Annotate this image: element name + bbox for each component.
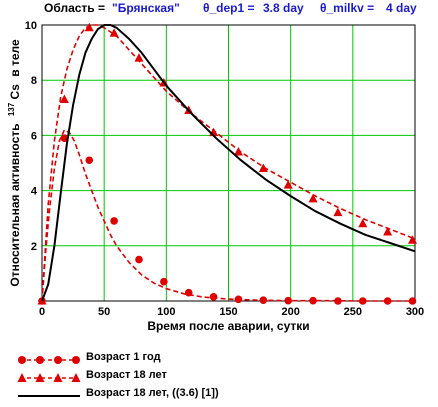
chart-plot: 0 50 100 150 200 250 300 2 4 6 8 10 Время после ава… <box>3 20 424 333</box>
legend-symbol-triangle-dashed <box>17 373 81 382</box>
series-point-circle <box>209 293 218 301</box>
series-point-triangle <box>59 94 69 104</box>
series-point-triangle <box>358 218 368 228</box>
x-tick-label: 300 <box>406 306 424 318</box>
series-line-2 <box>41 24 416 302</box>
plot-frame <box>41 24 416 302</box>
dep-value: 3.8 day <box>263 1 304 15</box>
tick-labels: 0 50 100 150 200 250 300 2 4 6 8 10 <box>25 20 424 318</box>
series-layer <box>37 22 418 305</box>
x-tick-label: 100 <box>157 306 175 318</box>
series-point-circle <box>284 296 292 305</box>
y-tick-label: 8 <box>31 75 37 87</box>
series-point-triangle <box>383 227 393 236</box>
series-point-triangle <box>283 180 293 189</box>
series-point-circle <box>408 297 417 305</box>
y-axis-label: Относительная активность 137 Cs в теле <box>3 39 22 287</box>
series-point-circle <box>358 297 367 305</box>
legend-label: Возраст 18 лет <box>86 369 167 381</box>
series-point-circle <box>60 134 69 142</box>
series-point-triangle <box>84 22 94 32</box>
series-line-1 <box>41 128 415 302</box>
x-tick-label: 50 <box>98 306 110 318</box>
series-point-triangle <box>258 163 268 173</box>
series-point-triangle <box>233 146 243 156</box>
dep-label: θ_dep1 = <box>203 1 255 15</box>
legend: Возраст 1 год Возраст 18 лет Возраст 18 … <box>0 345 438 407</box>
series-point-triangle <box>134 53 144 62</box>
series-point-triangle <box>308 193 318 203</box>
x-tick-label: 200 <box>281 306 299 318</box>
legend-symbol-solid-line <box>18 395 80 397</box>
y-tick-label: 2 <box>31 241 37 253</box>
y-axis-label-prefix: Относительная активность <box>8 123 22 286</box>
legend-item-age-1: Возраст 1 год <box>0 351 438 369</box>
series-point-circle <box>259 296 268 304</box>
x-axis-label: Время после аварии, сутки <box>147 319 309 333</box>
legend-label: Возраст 1 год <box>86 351 161 363</box>
x-tick-label: 0 <box>39 306 45 318</box>
series-point-circle <box>334 297 342 305</box>
series-point-triangle <box>333 207 343 217</box>
y-tick-label: 6 <box>31 130 37 142</box>
series-point-triangle <box>109 28 119 37</box>
series-point-triangle <box>408 235 418 244</box>
x-tick-label: 250 <box>344 306 362 318</box>
series-point-circle <box>160 277 168 286</box>
series-point-circle <box>184 288 193 297</box>
y-axis-label-isotope-mass: 137 <box>7 102 16 116</box>
y-tick-label: 4 <box>31 186 38 198</box>
series-point-circle <box>309 296 317 305</box>
series-line-3 <box>41 24 416 302</box>
series-point-circle <box>234 295 243 304</box>
milk-label: θ_milkv = <box>320 1 375 15</box>
y-tick-label: 10 <box>25 20 37 32</box>
y-axis-label-suffix: в теле <box>8 39 22 77</box>
legend-symbol-circle-dashed <box>18 356 80 364</box>
series-point-circle <box>135 255 143 264</box>
legend-item-age-18: Возраст 18 лет <box>0 369 438 387</box>
grid <box>42 25 415 301</box>
legend-label: Возраст 18 лет, ((3.6) [1]) <box>86 387 219 399</box>
legend-item-age-18-ref: Возраст 18 лет, ((3.6) [1]) <box>0 387 438 405</box>
milk-value: 4 day <box>386 1 417 15</box>
x-tick-label: 150 <box>219 306 237 318</box>
region-value: "Брянская" <box>112 1 180 15</box>
chart-header: Область = "Брянская" θ_dep1 = 3.8 day θ_… <box>0 0 438 18</box>
series-point-circle <box>110 217 118 225</box>
series-point-circle <box>383 297 392 305</box>
region-label: Область = <box>44 1 106 15</box>
series-point-circle <box>85 156 94 165</box>
y-axis-label-isotope: Cs <box>8 84 22 100</box>
